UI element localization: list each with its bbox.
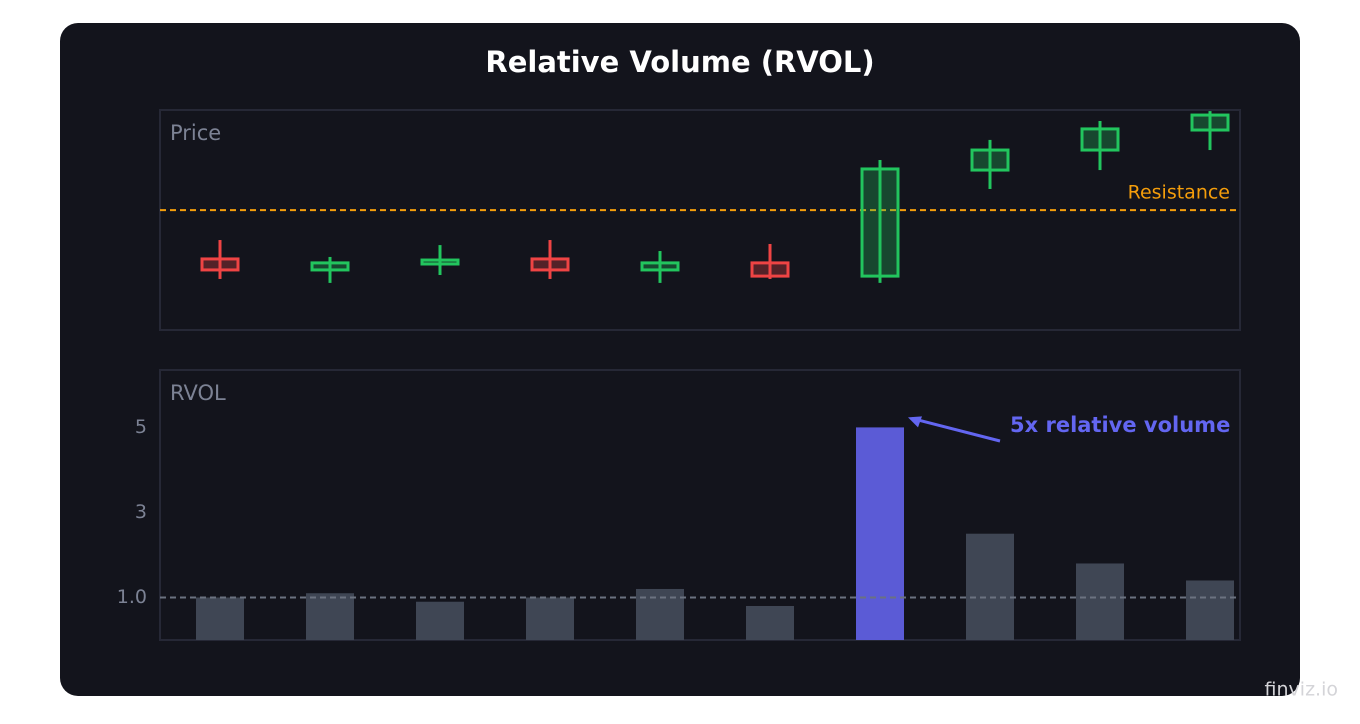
candle-body (640, 261, 680, 272)
candle-body (860, 167, 900, 278)
candle-body (530, 257, 570, 272)
bar (1076, 563, 1124, 640)
candle-body (310, 261, 350, 272)
bar (966, 533, 1014, 640)
bar (196, 597, 244, 640)
bar (746, 605, 794, 640)
annotation-arrow (911, 416, 1001, 443)
candle-body (750, 261, 790, 278)
bar (306, 593, 354, 640)
rvol-panel (159, 369, 1241, 641)
candle-body (420, 258, 460, 266)
annotation-text: 5x relative volume (1010, 413, 1230, 437)
y-tick-label: 3 (135, 501, 147, 523)
watermark: finviz.io (1265, 679, 1338, 701)
panel-title: Price (170, 121, 221, 145)
price-panel (159, 109, 1241, 331)
candle-body (1080, 127, 1120, 152)
card (60, 23, 1300, 696)
bar (416, 601, 464, 640)
bar (856, 427, 904, 640)
candle-body (1190, 113, 1230, 132)
candle-body (970, 148, 1010, 172)
annotation-arrowhead (908, 416, 922, 428)
bar (526, 597, 574, 640)
candle-body (200, 257, 240, 272)
resistance-label: Resistance (1128, 182, 1230, 204)
y-tick-label: 5 (135, 416, 147, 438)
panel-title: RVOL (170, 381, 226, 405)
y-tick-label: 1.0 (117, 586, 147, 608)
bar (1186, 580, 1234, 640)
page-title: Relative Volume (RVOL) (485, 45, 874, 79)
